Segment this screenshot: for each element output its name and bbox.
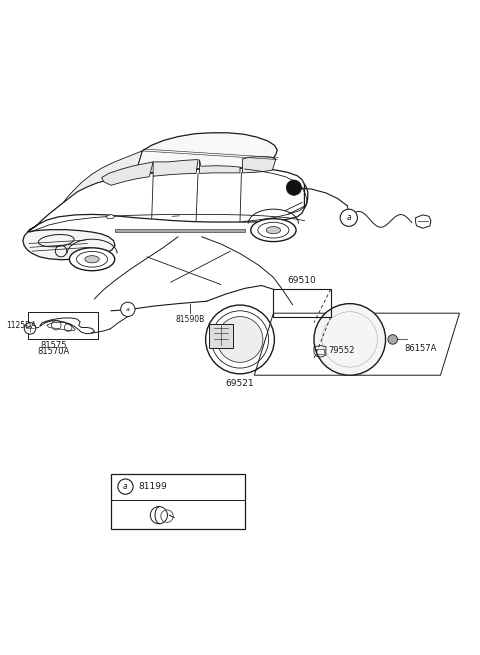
- Text: 69510: 69510: [288, 276, 316, 284]
- Polygon shape: [107, 214, 115, 219]
- Polygon shape: [153, 160, 198, 176]
- FancyBboxPatch shape: [111, 474, 245, 529]
- Text: 81575: 81575: [41, 341, 67, 350]
- Polygon shape: [242, 157, 276, 173]
- Circle shape: [314, 304, 385, 375]
- Circle shape: [118, 479, 133, 495]
- Text: 1125DA: 1125DA: [6, 320, 36, 329]
- Polygon shape: [63, 151, 142, 202]
- Circle shape: [388, 335, 397, 345]
- Text: a: a: [347, 214, 351, 222]
- Circle shape: [217, 316, 263, 362]
- Polygon shape: [135, 133, 277, 175]
- Polygon shape: [199, 160, 240, 174]
- Circle shape: [340, 209, 358, 227]
- Text: 86157A: 86157A: [405, 345, 437, 353]
- Circle shape: [120, 302, 135, 316]
- Text: 81199: 81199: [139, 482, 168, 491]
- Ellipse shape: [251, 219, 296, 242]
- Ellipse shape: [70, 248, 115, 271]
- Text: 81590B: 81590B: [175, 314, 204, 324]
- Text: 79552: 79552: [328, 346, 355, 355]
- Ellipse shape: [266, 227, 281, 234]
- Circle shape: [286, 180, 301, 195]
- Text: a: a: [123, 482, 128, 491]
- Text: a: a: [126, 307, 130, 312]
- FancyBboxPatch shape: [209, 324, 233, 348]
- Polygon shape: [23, 230, 115, 260]
- Text: 69521: 69521: [226, 379, 254, 388]
- Circle shape: [24, 323, 36, 334]
- Text: 81570A: 81570A: [38, 346, 70, 356]
- Polygon shape: [115, 229, 245, 232]
- Ellipse shape: [85, 255, 99, 263]
- Polygon shape: [102, 162, 153, 185]
